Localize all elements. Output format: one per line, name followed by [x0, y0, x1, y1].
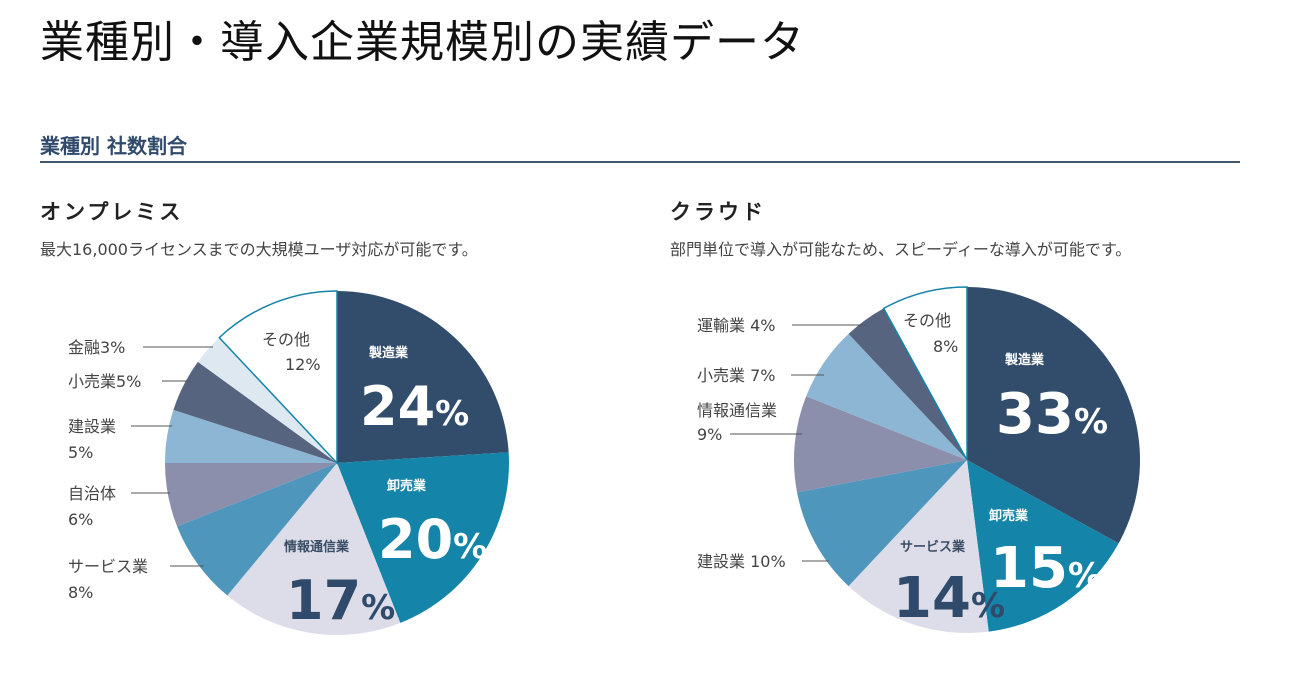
cloud-heading: クラウド — [670, 200, 766, 224]
pie-slice-finance — [197, 337, 337, 463]
cloud-label-ict-pct: 9% — [697, 425, 722, 444]
onprem-pie-chart — [165, 290, 509, 636]
onprem-label-service: サービス業 — [68, 557, 148, 576]
section-divider — [40, 161, 1240, 163]
cloud-label-other: その他 — [903, 311, 951, 330]
pie-slice-municipal — [165, 463, 337, 527]
onprem-description: 最大16,000ライセンスまでの大規模ユーザ対応が可能です。 — [40, 240, 478, 259]
pie-slice-retail — [173, 361, 337, 463]
onprem-pct-ict: 17% — [286, 569, 395, 632]
pie-slice-manufacturing — [337, 291, 509, 463]
cloud-label-wholesale: 卸売業 — [989, 508, 1029, 524]
cloud-description: 部門単位で導入が可能なため、スピーディーな導入が可能です。 — [670, 240, 1132, 259]
onprem-label-other-pct: 12% — [285, 355, 321, 374]
pie-slice-construction — [165, 409, 337, 463]
onprem-pct-manufacturing: 24% — [360, 375, 469, 438]
onprem-label-municipal: 自治体 — [68, 484, 116, 503]
pie-slice-retail — [806, 333, 967, 460]
cloud-label-retail: 小売業 7% — [697, 366, 775, 385]
onprem-label-construction-pct: 5% — [68, 443, 93, 462]
onprem-label-service-pct: 8% — [68, 583, 93, 602]
pie-slice-ict — [793, 396, 967, 493]
cloud-pct-service: 14% — [893, 566, 1005, 631]
pie-slice-construction — [797, 460, 967, 587]
onprem-label-construction: 建設業 — [68, 417, 116, 436]
onprem-label-manufacturing: 製造業 — [368, 345, 409, 361]
pie-slice-wholesale — [337, 452, 509, 623]
onprem-label-retail: 小売業5% — [68, 372, 141, 391]
pie-slice-ict — [227, 463, 401, 636]
page-title: 業種別・導入企業規模別の実績データ — [40, 17, 805, 68]
pie-slice-manufacturing — [967, 287, 1140, 544]
cloud-label-transport: 運輸業 4% — [697, 316, 775, 335]
cloud-pct-manufacturing: 33% — [996, 382, 1108, 447]
cloud-label-manufacturing: 製造業 — [1004, 352, 1045, 368]
onprem-heading: オンプレミス — [40, 200, 184, 224]
onprem-pct-wholesale: 20% — [378, 508, 487, 571]
cloud-leader-lines — [730, 324, 866, 562]
cloud-pct-wholesale: 15% — [990, 536, 1102, 601]
pie-slice-service — [177, 463, 337, 596]
cloud-label-construction: 建設業 10% — [697, 552, 786, 571]
onprem-label-wholesale: 卸売業 — [387, 478, 427, 494]
onprem-label-ict: 情報通信業 — [284, 539, 350, 555]
pie-slice-service — [848, 460, 989, 634]
cloud-label-ict: 情報通信業 — [697, 401, 777, 420]
onprem-label-other: その他 — [262, 330, 310, 349]
pie-slice-other — [218, 290, 338, 465]
cloud-label-service: サービス業 — [900, 539, 966, 555]
onprem-leader-lines — [131, 346, 213, 567]
cloud-label-other-pct: 8% — [933, 337, 958, 356]
pie-slice-other — [882, 286, 968, 461]
onprem-label-finance: 金融3% — [68, 338, 125, 357]
section-heading: 業種別 社数割合 — [40, 134, 187, 158]
cloud-pie-chart — [793, 286, 1140, 634]
pie-slice-wholesale — [967, 460, 1119, 632]
onprem-label-municipal-pct: 6% — [68, 510, 93, 529]
pie-slice-transport — [848, 308, 967, 460]
